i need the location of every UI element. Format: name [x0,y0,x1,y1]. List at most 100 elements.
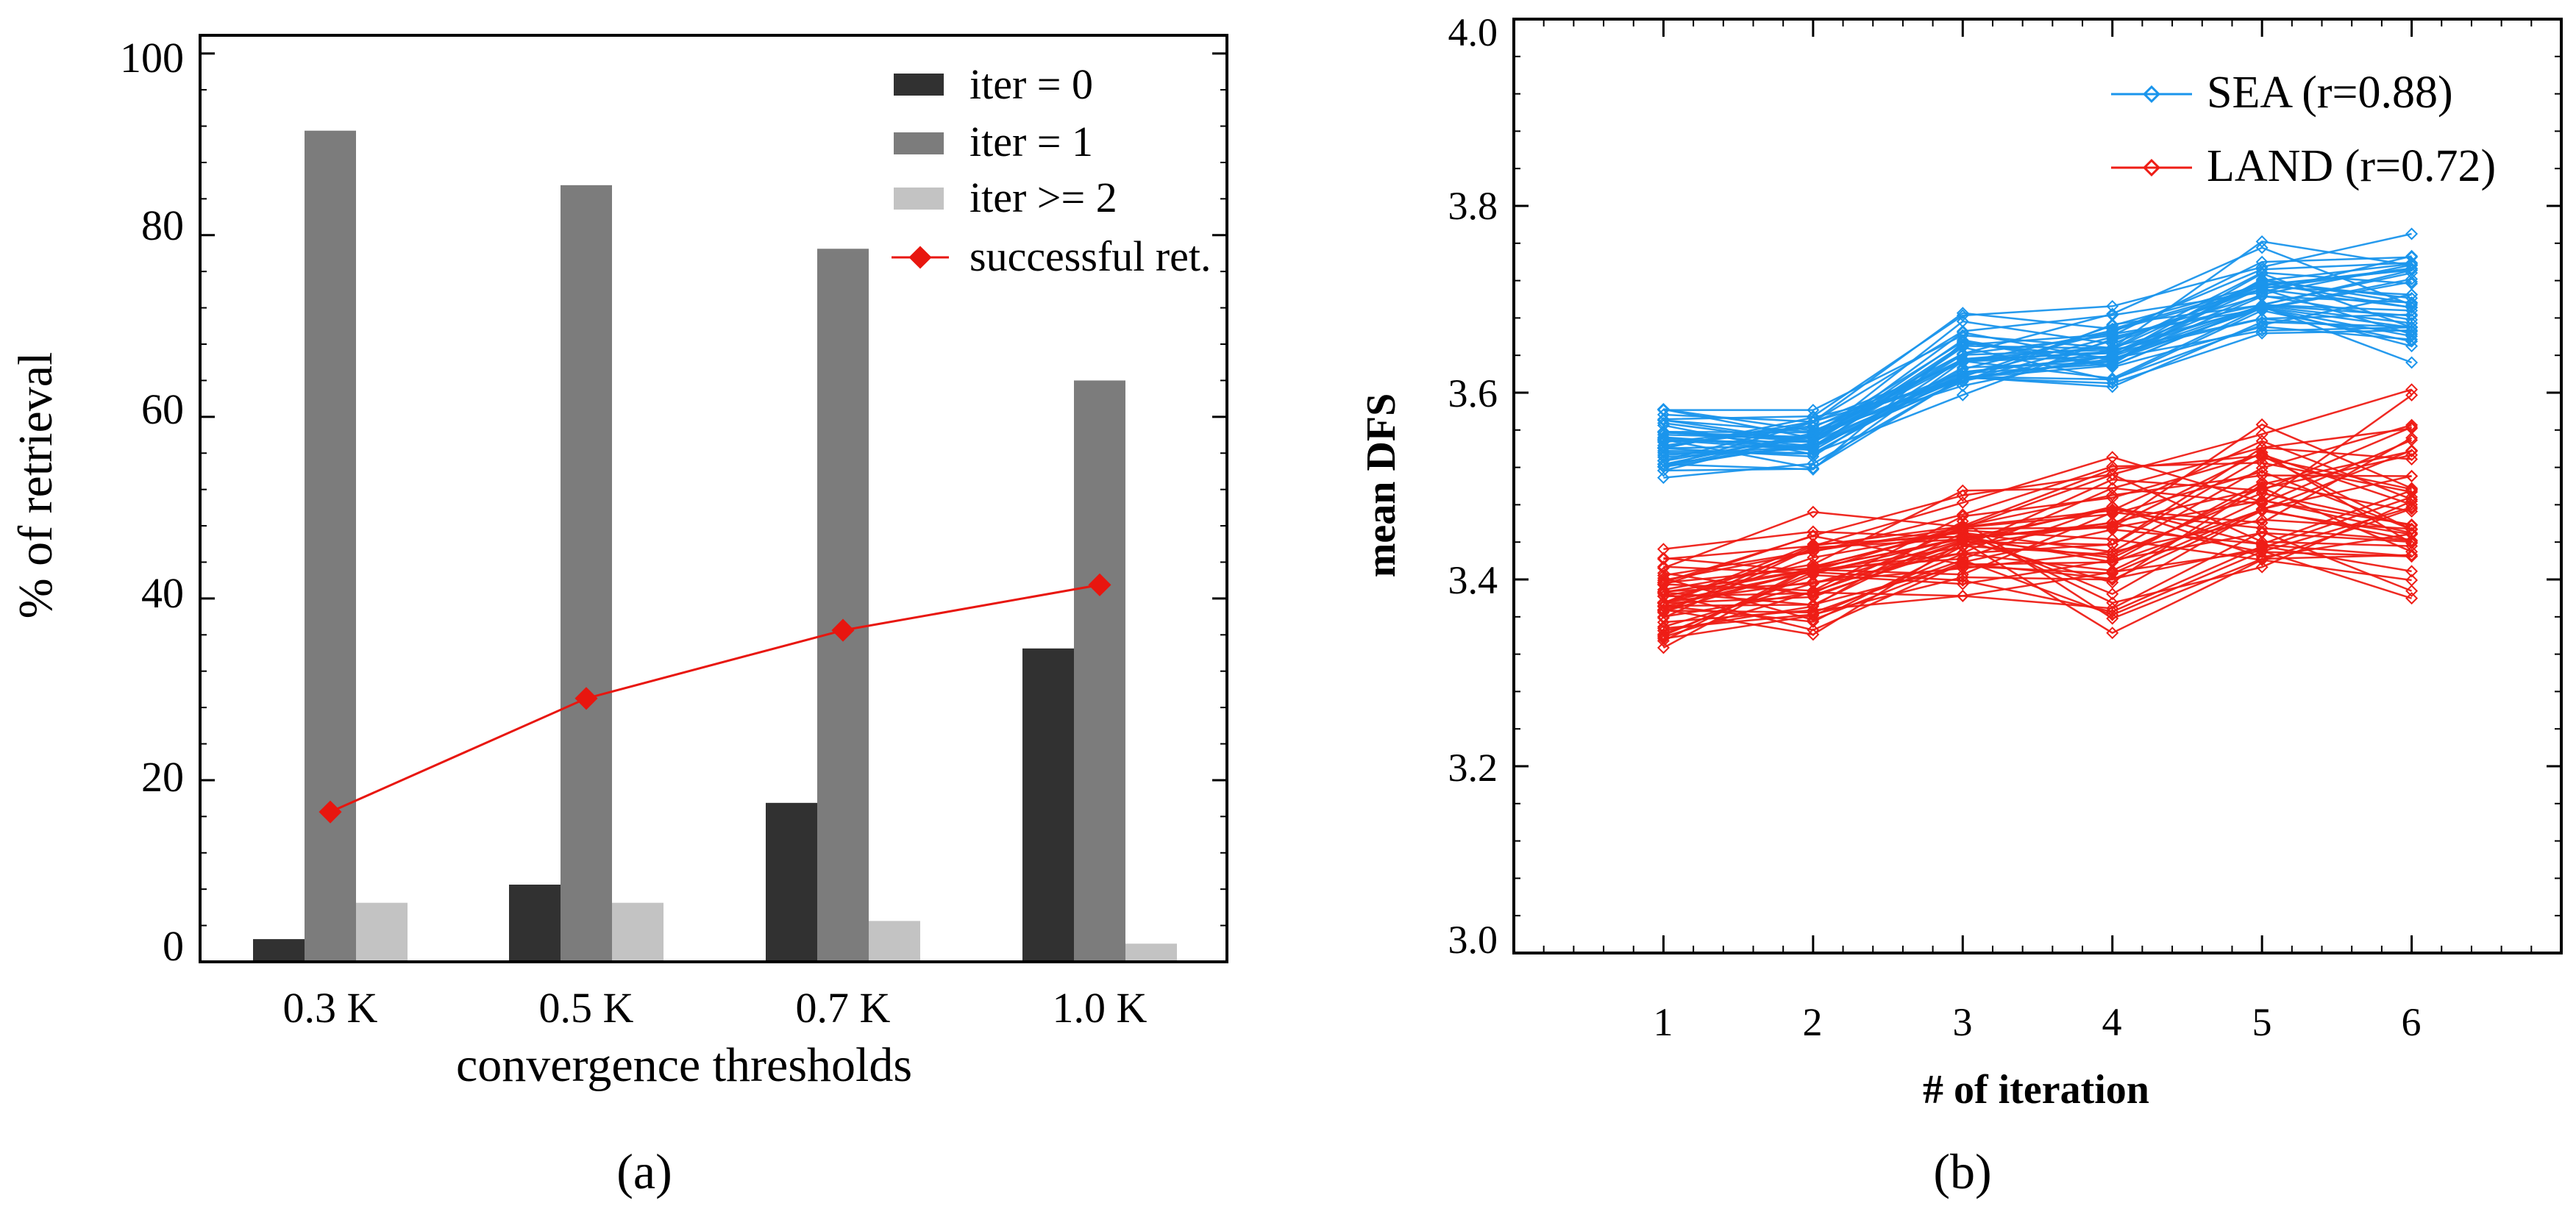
sea-line-marker [2106,380,2119,393]
land-line-marker [2106,576,2119,589]
sea-line-marker [1807,450,1820,463]
land-line-marker [2106,608,2119,621]
legend-swatch-iter0 [894,74,944,96]
land-line-marker [2255,516,2269,529]
panel-b-ytick-label: 3.8 [1448,184,1498,228]
land-line [1663,510,2412,629]
bar-iter-0-2 [766,802,817,962]
land-line-marker [2405,453,2419,465]
land-line-marker [2405,431,2419,444]
land-line-marker [1657,552,1670,565]
legend-swatch-success-marker [908,246,932,269]
land-line-marker [2255,448,2269,461]
land-line-marker [1807,551,1820,564]
sea-line-marker [2405,272,2419,285]
land-line [1662,500,2413,611]
bar-iter-0-1 [509,885,561,962]
land-line [1663,530,2413,618]
land-line-marker [1807,567,1820,580]
sea-line [1663,326,2412,471]
land-line [1662,424,2412,604]
land-line [1663,474,2412,577]
sea-line-marker [2255,301,2269,315]
sea-line [1663,321,2412,470]
land-line-marker [1956,589,1969,602]
sea-line-marker [2405,288,2419,301]
sea-line-marker [2405,249,2419,263]
land-line-marker [1807,544,1820,557]
land-line-marker [2405,585,2419,598]
land-line-marker [2405,565,2419,578]
bar-iter-1-0 [305,130,356,962]
panel-b-ytick-label: 3.0 [1448,918,1498,962]
panel-a-legend: iter = 0 iter = 1 iter >= 2 successful r… [892,60,1211,280]
land-line-marker [1657,561,1670,574]
land-line-marker [2405,592,2419,605]
land-line-marker [2405,574,2419,587]
land-line-marker [1956,508,1969,521]
land-line [1663,496,2413,632]
sea-line-marker [2106,343,2119,357]
land-line-marker [1657,543,1670,556]
land-line-marker [2255,478,2269,491]
sea-line-marker [1807,404,1820,417]
land-line [1663,507,2413,638]
panel-a-ticks [200,52,1227,963]
land-line-marker [1657,596,1670,610]
land-line-marker [1657,620,1670,633]
land-line-marker [2255,553,2269,566]
land-line-marker [2405,445,2419,458]
land-line [1663,437,2413,575]
panel-a-success-line [319,573,1111,824]
panel-b-lines [1657,227,2419,654]
panel-a-plot-frame [199,34,1228,963]
panel-b-plot-frame [1512,18,2563,954]
sea-line-marker [1956,379,1969,393]
land-line [1663,388,2412,586]
land-line-marker [2106,491,2119,504]
sea-line-marker [1956,361,1969,374]
land-line-marker [2106,468,2119,481]
land-line-marker [1657,622,1670,635]
sea-line-marker [2255,290,2269,303]
panel-b-label: (b) [1933,1143,1991,1199]
panel-a-xtick-label: 0.7 K [796,984,891,1032]
sea-line-marker [2405,227,2419,240]
panel-a-y-axis-title: % of retrieval [9,352,63,619]
panel-b-legend: SEA (r=0.88) LAND (r=0.72) [2111,68,2496,191]
bar-iter-2-2 [869,921,920,962]
legend-label-land: LAND (r=0.72) [2207,141,2496,191]
land-line-marker [1956,562,1969,575]
bar-iter-1-1 [561,185,612,963]
sea-line-marker [1657,451,1670,464]
bar-iter-1-2 [817,249,869,962]
sea-line [1663,329,2412,479]
land-line-marker [2106,627,2119,640]
sea-line-marker [2106,299,2119,313]
sea-line-marker [1807,463,1820,476]
land-line-marker [1807,529,1820,542]
land-line-marker [1657,604,1670,617]
land-line-marker [2106,596,2119,610]
land-line-marker [2106,545,2119,558]
panel-a-ytick-label: 0 [163,922,184,970]
panel-a-ytick-label: 60 [141,385,184,433]
legend-label-iter2: iter >= 2 [969,174,1117,221]
land-line-marker [2405,549,2419,562]
sea-line-marker [2106,372,2119,385]
panel-a-x-axis-title: convergence thresholds [456,1038,912,1092]
sea-line-marker [2405,329,2419,343]
sea-line-marker [1657,425,1670,438]
panel-b-xtick-label: 2 [1803,1000,1823,1044]
sea-line-marker [2405,258,2419,271]
sea-line [1663,246,2413,443]
land-line-marker [1956,496,1969,510]
panel-a-xtick-label: 0.3 K [283,984,378,1032]
sea-line [1663,309,2412,458]
land-line-marker [2255,535,2269,549]
sea-line-marker [1956,371,1969,385]
land-line-marker [2405,528,2419,541]
sea-line-marker [2255,273,2269,286]
bar-iter-2-1 [612,902,663,962]
